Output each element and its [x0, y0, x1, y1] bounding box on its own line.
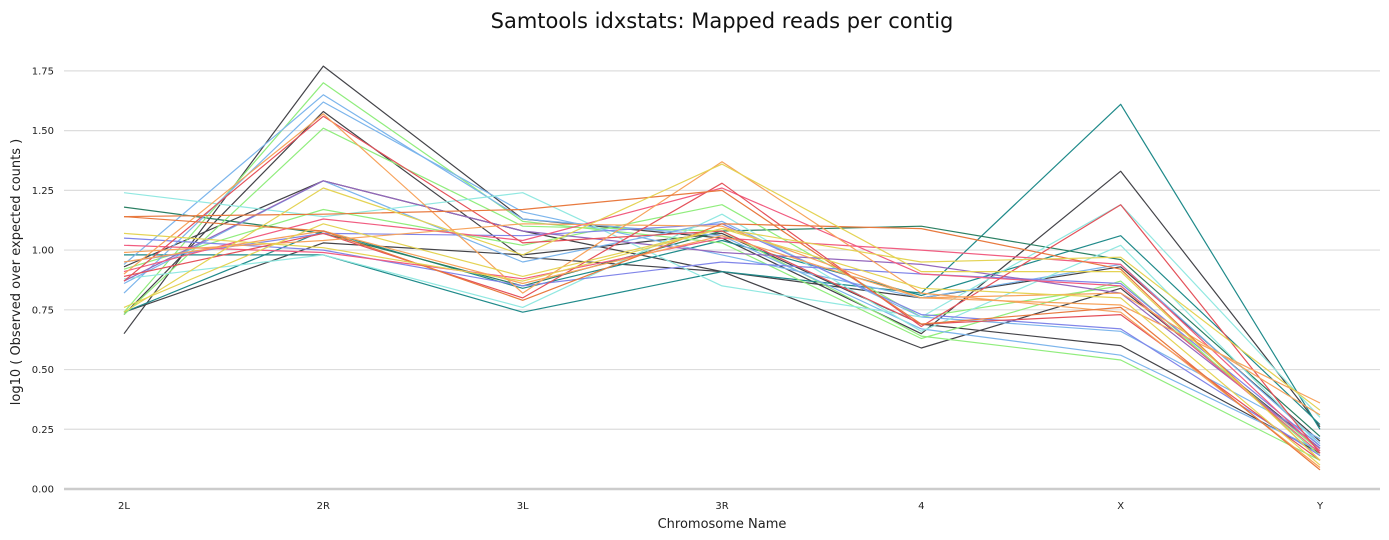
x-tick-label: 3L — [517, 501, 529, 512]
series-line[interactable] — [123, 213, 1321, 447]
x-tick-label: 3R — [715, 501, 728, 512]
x-tick-label: Y — [1316, 501, 1324, 512]
grid-lines — [64, 70, 1380, 491]
series-line[interactable] — [123, 180, 1321, 442]
series-line[interactable] — [123, 223, 1321, 404]
y-tick-label: 0.50 — [32, 365, 54, 376]
series-line[interactable] — [123, 237, 1321, 447]
x-tick-labels: 2L 2R 3L 3R 4 X Y — [118, 501, 1324, 512]
y-tick-label: 1.50 — [32, 126, 54, 137]
series-line[interactable] — [123, 127, 1321, 461]
series-line[interactable] — [123, 113, 1321, 468]
series-line[interactable] — [123, 163, 1321, 461]
y-tick-label: 1.25 — [32, 186, 54, 197]
series-line[interactable] — [123, 223, 1321, 457]
series-line[interactable] — [123, 189, 1321, 471]
series-line[interactable] — [123, 187, 1321, 454]
series-line[interactable] — [123, 115, 1321, 461]
y-tick-label: 0.25 — [32, 425, 54, 436]
series-line[interactable] — [123, 182, 1321, 454]
series-line[interactable] — [123, 237, 1321, 452]
y-axis-label: log10 ( Observed over expected counts ) — [9, 139, 24, 406]
y-tick-label: 1.00 — [32, 246, 54, 257]
y-tick-labels: 0.00 0.25 0.50 0.75 1.00 1.25 1.50 1.75 — [32, 66, 54, 495]
series-lines — [123, 65, 1321, 471]
x-axis-label: Chromosome Name — [658, 517, 787, 532]
series-line[interactable] — [123, 216, 1321, 461]
series-line[interactable] — [124, 103, 1321, 430]
chart-title: Samtools idxstats: Mapped reads per cont… — [491, 9, 954, 33]
series-line[interactable] — [123, 82, 1321, 457]
series-line[interactable] — [123, 228, 1321, 411]
x-tick-label: 4 — [918, 501, 924, 512]
y-tick-label: 1.75 — [32, 66, 54, 77]
x-tick-label: 2L — [118, 501, 130, 512]
series-line[interactable] — [123, 232, 1321, 454]
series-line[interactable] — [123, 223, 1321, 466]
x-tick-label: 2R — [317, 501, 330, 512]
x-tick-label: X — [1117, 501, 1124, 512]
y-tick-label: 0.00 — [32, 485, 54, 496]
y-tick-label: 0.75 — [32, 305, 54, 316]
